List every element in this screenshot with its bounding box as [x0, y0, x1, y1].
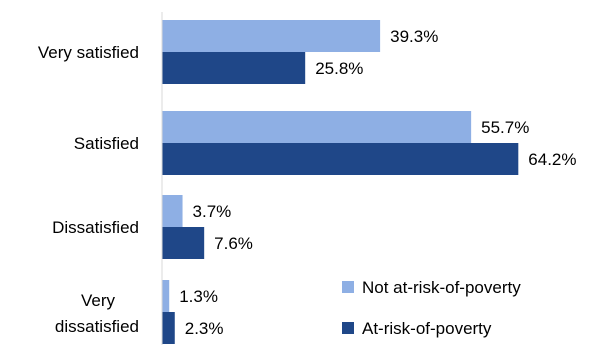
value-label-at-risk-1: 64.2%	[528, 150, 576, 169]
bar-not-at-risk-2	[162, 195, 183, 227]
bar-not-at-risk-3	[162, 280, 170, 312]
value-label-at-risk-2: 7.6%	[214, 234, 253, 253]
value-label-not-at-risk-2: 3.7%	[193, 202, 232, 221]
category-label-2: Dissatisfied	[52, 218, 139, 237]
bar-at-risk-3	[162, 312, 175, 344]
category-label-3: Very dissatisfied	[55, 291, 139, 336]
value-label-not-at-risk-1: 55.7%	[481, 118, 529, 137]
legend-swatch-not-at-risk	[342, 281, 354, 293]
value-label-not-at-risk-3: 1.3%	[179, 287, 218, 306]
bars-layer	[162, 20, 519, 344]
category-label-1: Satisfied	[74, 134, 139, 153]
value-label-not-at-risk-0: 39.3%	[390, 27, 438, 46]
bar-at-risk-2	[162, 227, 205, 259]
legend-label-not-at-risk: Not at-risk-of-poverty	[362, 278, 521, 297]
bar-at-risk-1	[162, 143, 519, 175]
legend-swatch-at-risk	[342, 322, 354, 334]
value-label-at-risk-3: 2.3%	[185, 319, 224, 338]
legend: Not at-risk-of-poverty At-risk-of-poverty	[342, 278, 521, 338]
bar-at-risk-0	[162, 52, 306, 84]
labels-layer: 39.3% 25.8% Very satisfied 55.7% 64.2% Satisf…	[38, 27, 577, 338]
bar-not-at-risk-0	[162, 20, 381, 52]
value-label-at-risk-0: 25.8%	[315, 59, 363, 78]
category-label-0: Very satisfied	[38, 43, 139, 62]
legend-label-at-risk: At-risk-of-poverty	[362, 319, 492, 338]
bar-not-at-risk-1	[162, 111, 472, 143]
